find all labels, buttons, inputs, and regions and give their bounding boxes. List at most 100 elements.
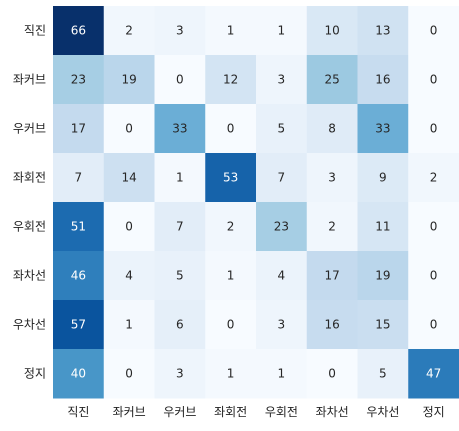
heatmap-cell-value: 3: [328, 171, 336, 185]
column-tick-label: 좌커브: [113, 405, 146, 419]
row-tick-label: 정지: [24, 367, 46, 381]
column-tick-label: 좌회전: [214, 405, 247, 419]
column-tick-label: 직진: [67, 405, 89, 419]
column-tick-label: 우커브: [163, 405, 196, 419]
heatmap-cell-value: 0: [328, 367, 336, 381]
row-tick-label: 우커브: [13, 122, 46, 136]
heatmap-cell-value: 6: [176, 318, 184, 332]
heatmap-cell-value: 3: [278, 73, 286, 87]
heatmap-cell-value: 57: [71, 318, 86, 332]
heatmap-cell-value: 19: [121, 73, 136, 87]
heatmap-cell-r6-c2: [154, 300, 206, 350]
heatmap-cell-r6-c7: [408, 300, 459, 350]
heatmap-cell-value: 16: [375, 73, 390, 87]
heatmap-cell-value: 1: [227, 24, 235, 38]
heatmap-cell-value: 53: [223, 171, 238, 185]
heatmap-cell-value: 17: [71, 122, 86, 136]
heatmap-cell-r0-c5: [306, 6, 358, 56]
heatmap-cell-value: 0: [227, 318, 235, 332]
heatmap-cell-value: 0: [430, 24, 438, 38]
heatmap-cell-r1-c7: [408, 55, 459, 105]
heatmap-cell-r7-c6: [357, 349, 409, 399]
heatmap-cell-r2-c4: [256, 104, 308, 154]
heatmap-cell-value: 0: [430, 73, 438, 87]
heatmap-cell-r0-c6: [357, 6, 409, 56]
heatmap-cell-r4-c0: [53, 202, 105, 252]
heatmap-cell-r5-c5: [306, 251, 358, 301]
heatmap-cell-r6-c4: [256, 300, 308, 350]
heatmap-cell-r7-c4: [256, 349, 308, 399]
heatmap-cell-r0-c3: [205, 6, 257, 56]
heatmap-cell-value: 1: [227, 367, 235, 381]
heatmap-cell-value: 25: [324, 73, 339, 87]
heatmap-cell-value: 5: [176, 269, 184, 283]
heatmap-cell-r7-c1: [103, 349, 155, 399]
heatmap-cell-value: 3: [176, 367, 184, 381]
heatmap-cell-r4-c4: [256, 202, 308, 252]
heatmap-cell-value: 1: [278, 24, 286, 38]
heatmap-cell-r2-c0: [53, 104, 105, 154]
heatmap-cell-value: 2: [125, 24, 133, 38]
row-tick-label: 직진: [24, 24, 46, 38]
heatmap-cells: 66 2 3 1 1 10 13 023 19 0 12 3 25 16 017 0 33 0 5 8 33 07 14 1 5…: [53, 6, 459, 399]
heatmap-cell-r5-c4: [256, 251, 308, 301]
heatmap-cell-r0-c4: [256, 6, 308, 56]
heatmap-cell-r4-c3: [205, 202, 257, 252]
heatmap-cell-value: 7: [75, 171, 83, 185]
column-tick-label: 우차선: [366, 405, 399, 419]
heatmap-cell-value: 1: [227, 269, 235, 283]
heatmap-cell-r7-c7: [408, 349, 459, 399]
heatmap-cell-value: 51: [71, 220, 86, 234]
heatmap-cell-value: 11: [375, 220, 390, 234]
heatmap-cell-value: 33: [172, 122, 187, 136]
heatmap-cell-r0-c2: [154, 6, 206, 56]
heatmap-cell-value: 3: [176, 24, 184, 38]
heatmap-cell-r0-c7: [408, 6, 459, 56]
heatmap-cell-r6-c5: [306, 300, 358, 350]
heatmap-cell-value: 13: [375, 24, 390, 38]
heatmap-cell-r3-c0: [53, 153, 105, 203]
column-tick-label: 정지: [423, 405, 445, 419]
heatmap-cell-value: 12: [223, 73, 238, 87]
heatmap-cell-value: 66: [71, 24, 86, 38]
heatmap-cell-r5-c3: [205, 251, 257, 301]
heatmap-cell-value: 15: [375, 318, 390, 332]
heatmap-cell-value: 3: [278, 318, 286, 332]
heatmap-cell-value: 10: [324, 24, 339, 38]
heatmap-cell-r2-c6: [357, 104, 409, 154]
heatmap-cell-value: 19: [375, 269, 390, 283]
heatmap-cell-value: 16: [324, 318, 339, 332]
heatmap-cell-r3-c3: [205, 153, 257, 203]
heatmap-cell-value: 0: [430, 122, 438, 136]
heatmap-cell-r6-c6: [357, 300, 409, 350]
heatmap-cell-value: 0: [430, 318, 438, 332]
heatmap-cell-value: 46: [71, 269, 86, 283]
heatmap-cell-r7-c0: [53, 349, 105, 399]
heatmap-cell-value: 0: [176, 73, 184, 87]
heatmap-cell-value: 8: [328, 122, 336, 136]
heatmap-cell-r0-c1: [103, 6, 155, 56]
heatmap-cell-r2-c2: [154, 104, 206, 154]
heatmap-cell-r3-c6: [357, 153, 409, 203]
heatmap-cell-value: 47: [426, 367, 441, 381]
heatmap-cell-r7-c5: [306, 349, 358, 399]
heatmap-cell-r3-c5: [306, 153, 358, 203]
heatmap-cell-r1-c4: [256, 55, 308, 105]
heatmap-cell-r1-c0: [53, 55, 105, 105]
heatmap-cell-r2-c3: [205, 104, 257, 154]
heatmap-cell-value: 5: [379, 367, 387, 381]
row-tick-label: 좌회전: [13, 171, 46, 185]
heatmap-cell-r4-c6: [357, 202, 409, 252]
heatmap-cell-value: 2: [328, 220, 336, 234]
heatmap-cell-value: 4: [278, 269, 286, 283]
heatmap-cell-r3-c4: [256, 153, 308, 203]
heatmap-cell-r5-c1: [103, 251, 155, 301]
heatmap-cell-value: 5: [278, 122, 286, 136]
row-tick-label: 좌커브: [13, 73, 46, 87]
heatmap-cell-value: 0: [227, 122, 235, 136]
heatmap-cell-r6-c3: [205, 300, 257, 350]
heatmap-cell-value: 1: [125, 318, 133, 332]
heatmap-cell-value: 23: [274, 220, 289, 234]
